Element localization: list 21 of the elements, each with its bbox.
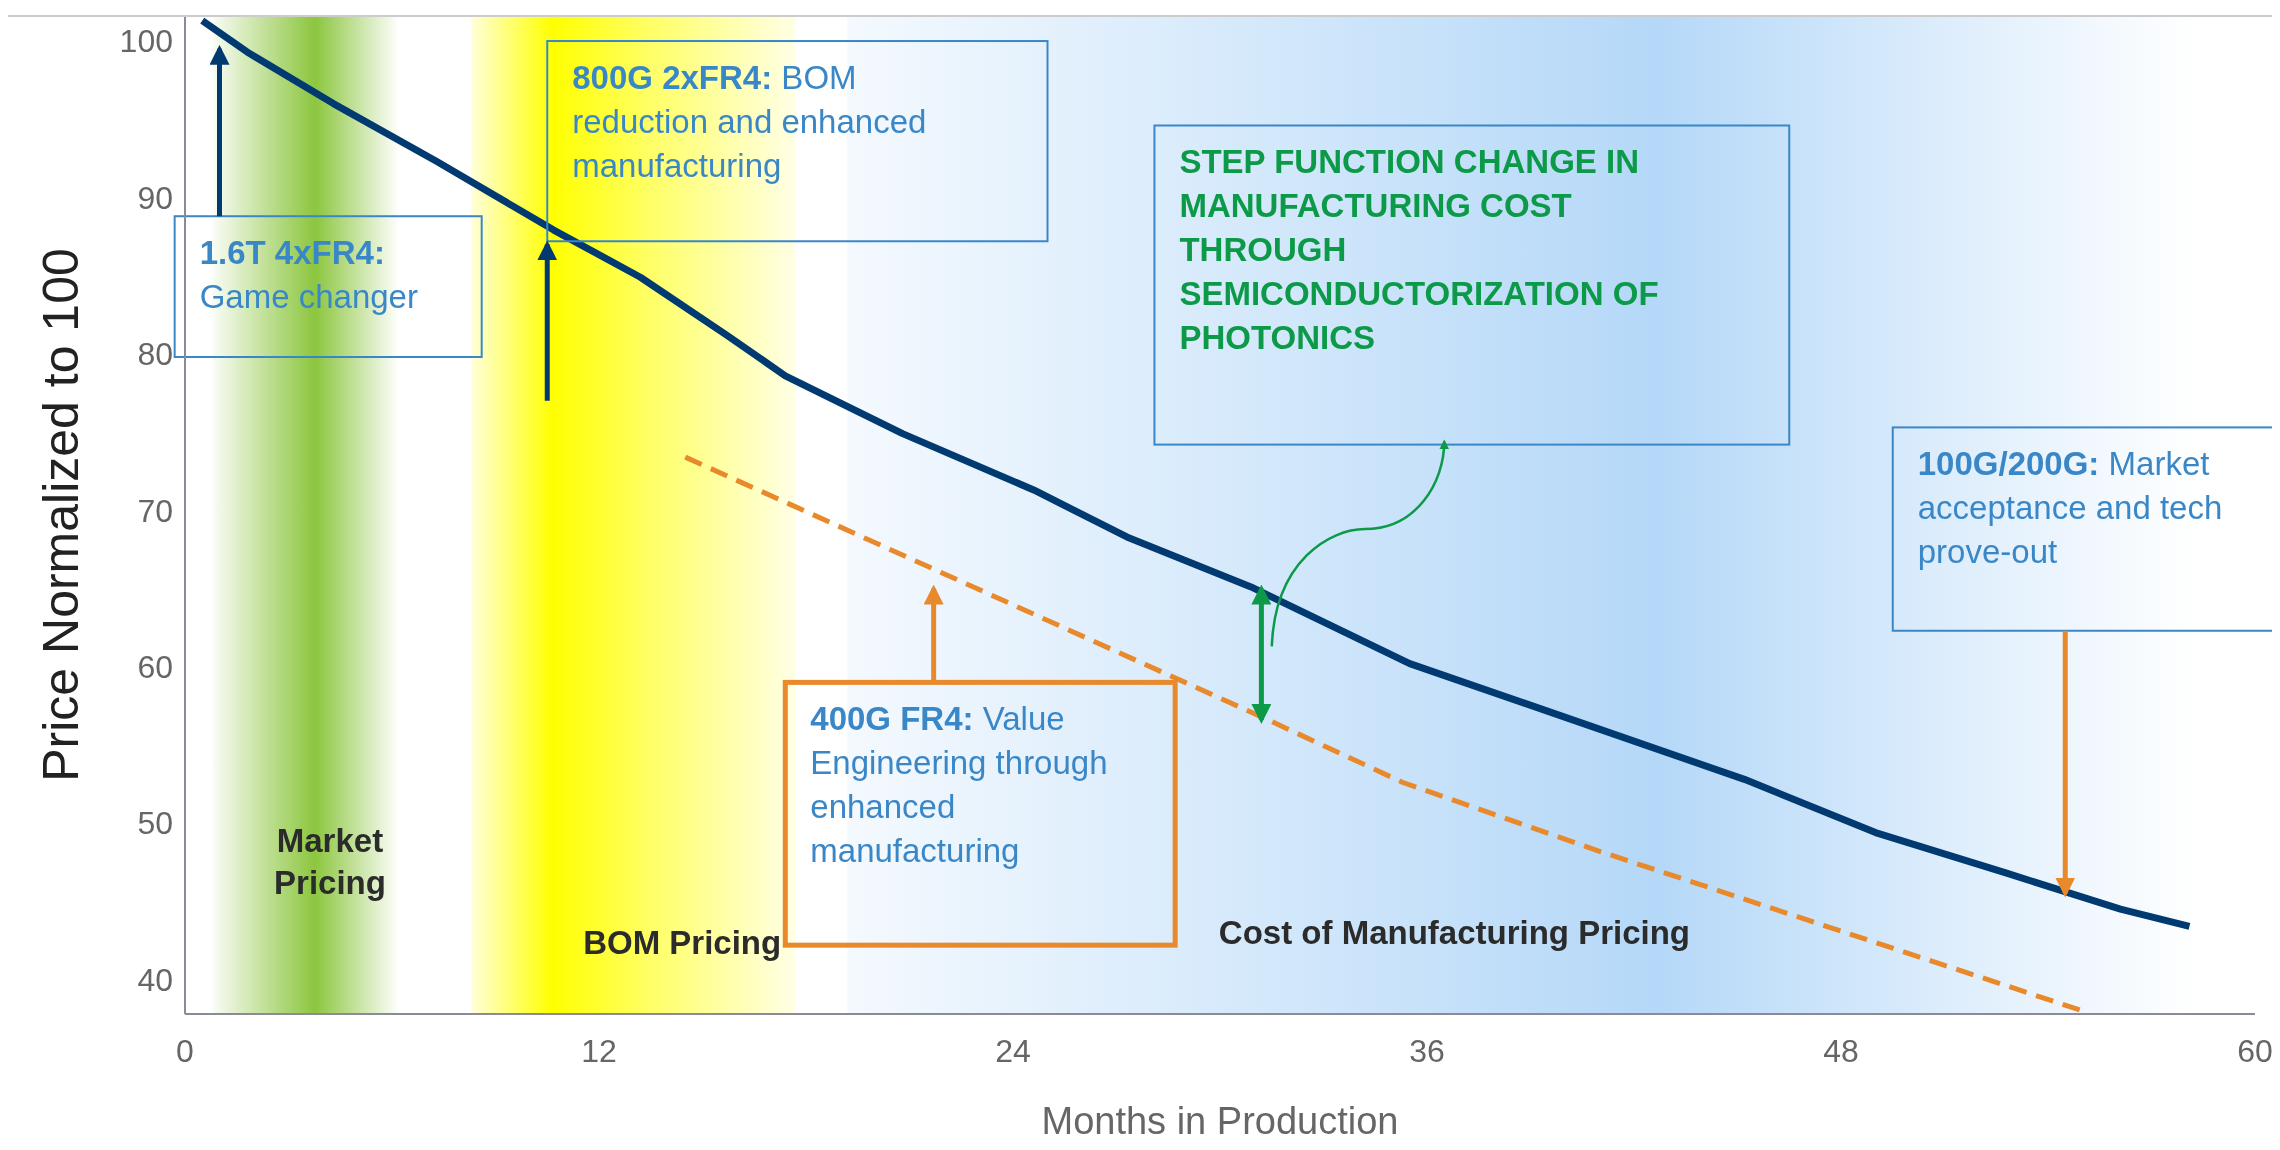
y-axis-title: Price Normalized to 100 <box>33 248 89 782</box>
y-tick-label: 80 <box>137 336 173 373</box>
x-tick-label: 12 <box>581 1033 617 1069</box>
text: 800G 2xFR4: BOM reduction and enhanced manufacturing <box>572 59 927 185</box>
x-tick-label: 48 <box>1823 1033 1859 1069</box>
y-tick-label: 90 <box>137 179 173 216</box>
text: STEP FUNCTION CHANGE IN MANUFACTURING COST THROUGH SEMICONDUCTORIZATION OF PHOTONICS <box>1179 143 1659 357</box>
band-label: BOM Pricing <box>583 924 782 962</box>
y-tick-label: 40 <box>137 961 173 998</box>
x-tick-label: 24 <box>995 1033 1031 1069</box>
y-tick-label: 100 <box>119 23 173 60</box>
x-axis-title: Months in Production <box>1041 1100 1399 1142</box>
text: 400G FR4: Value Engineering through enhanced manufacturing <box>810 700 1108 870</box>
y-tick-label: 60 <box>137 648 173 685</box>
text: 100G/200G: Market acceptance and tech prove-out <box>1917 445 2223 571</box>
x-tick-label: 36 <box>1409 1033 1445 1069</box>
x-tick-label: 60 <box>2237 1033 2273 1069</box>
band-label: Cost of Manufacturing Pricing <box>1218 914 1691 952</box>
y-tick-label: 50 <box>137 805 173 842</box>
y-tick-label: 70 <box>137 492 173 529</box>
x-tick-label: 0 <box>176 1033 194 1069</box>
